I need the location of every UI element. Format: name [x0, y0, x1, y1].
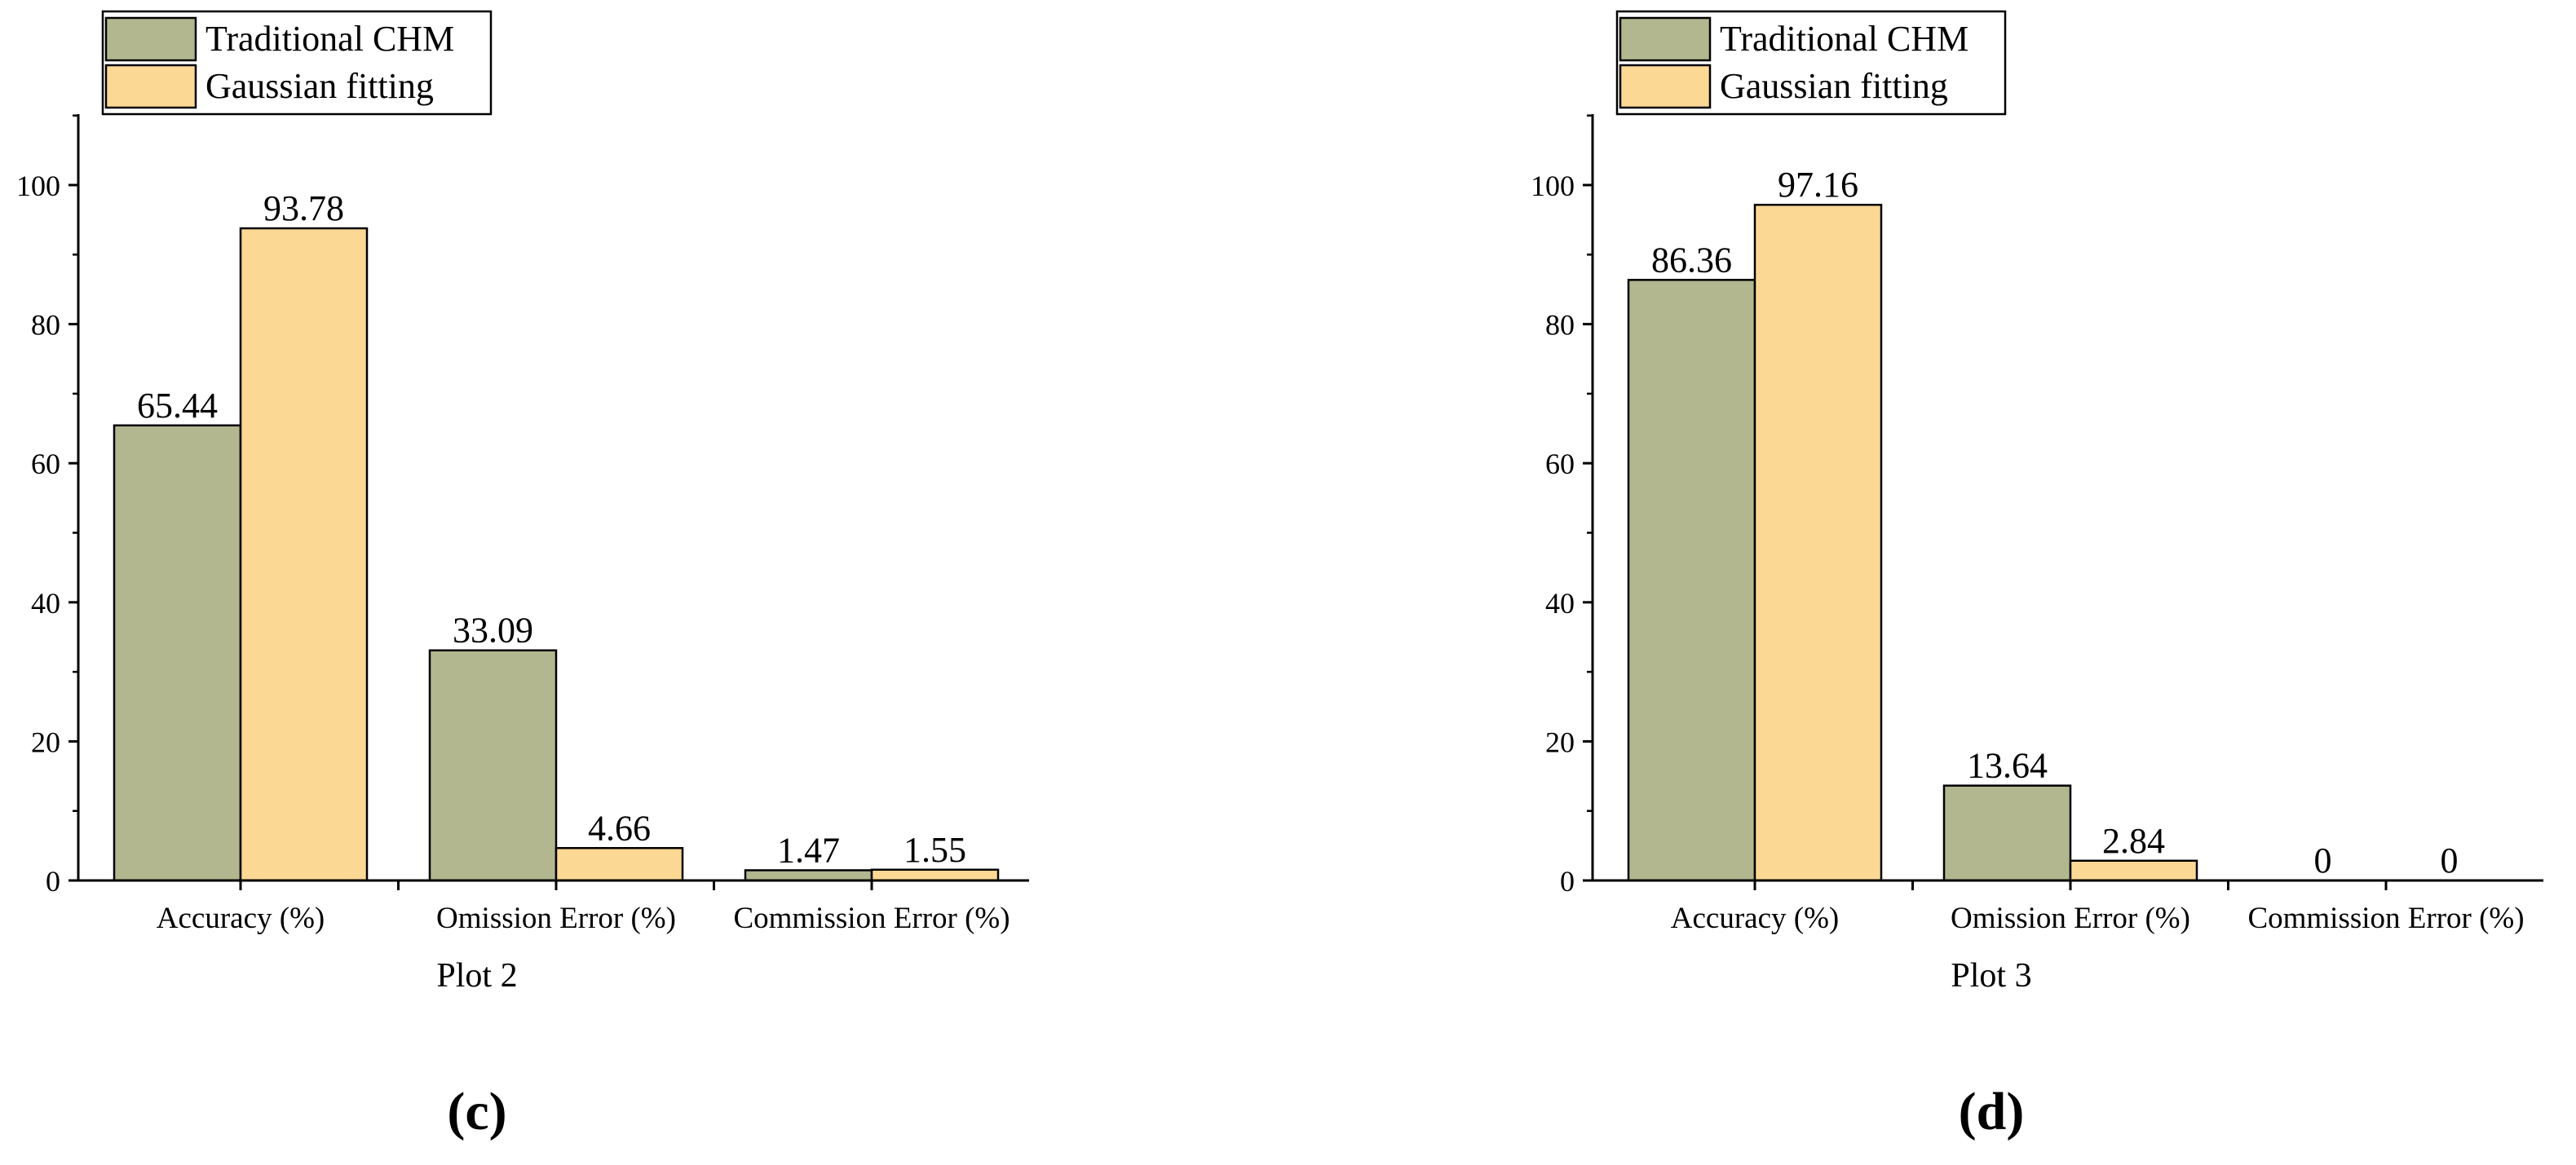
chart-panel-d: 86.36 97.16 13.64 2.84 0 0 0 20 40 60 80 100 Accurac… — [1531, 10, 2543, 1141]
legend: Traditional CHM Gaussian fitting — [1615, 10, 2007, 116]
bar-gaussian-fitting-1 — [2069, 859, 2198, 882]
data-label: 1.47 — [777, 830, 840, 870]
legend-label: Traditional CHM — [205, 19, 454, 59]
panel-label: (d) — [1959, 1082, 2025, 1141]
data-label: 1.55 — [904, 830, 966, 870]
y-tick-label: 100 — [1531, 170, 1575, 202]
x-tick-label: Omission Error (%) — [1951, 902, 2190, 935]
y-tick-label: 60 — [31, 448, 60, 480]
legend-swatch-traditional-chm — [1619, 16, 1712, 62]
legend-swatch-gaussian-fitting — [104, 64, 197, 109]
y-tick-label: 20 — [1545, 726, 1575, 758]
y-tick-label: 80 — [1545, 309, 1575, 342]
data-label: 93.78 — [263, 188, 344, 228]
data-label: 2.84 — [2102, 821, 2165, 861]
data-label: 13.64 — [1967, 746, 2048, 786]
x-axis-title: Plot 3 — [1951, 957, 2031, 995]
x-tick-label: Omission Error (%) — [436, 902, 676, 935]
bar-gaussian-fitting-0 — [239, 227, 369, 882]
bar-traditional-chm-0 — [1627, 279, 1756, 882]
legend: Traditional CHM Gaussian fitting — [101, 10, 493, 116]
x-tick-label: Accuracy (%) — [1671, 902, 1839, 935]
x-tick-label: Commission Error (%) — [733, 902, 1010, 935]
bar-gaussian-fitting-0 — [1753, 203, 1883, 882]
y-tick-label: 80 — [31, 309, 60, 342]
y-tick-label: 40 — [31, 587, 60, 620]
legend-label: Gaussian fitting — [205, 66, 434, 106]
y-tick-label: 0 — [46, 865, 60, 898]
x-tick-label: Accuracy (%) — [157, 902, 325, 935]
x-axis-title: Plot 2 — [436, 957, 517, 995]
y-tick-label: 0 — [1560, 865, 1575, 898]
bar-traditional-chm-2 — [744, 869, 873, 882]
data-label: 0 — [2441, 841, 2459, 880]
data-label: 97.16 — [1778, 165, 1858, 205]
data-label: 86.36 — [1651, 240, 1732, 280]
bar-traditional-chm-1 — [428, 649, 558, 882]
x-tick-label: Commission Error (%) — [2247, 902, 2524, 935]
data-label: 65.44 — [137, 386, 218, 426]
legend-label: Traditional CHM — [1720, 19, 1968, 59]
bar-gaussian-fitting-1 — [555, 847, 684, 882]
chart-panel-c: 65.44 93.78 33.09 4.66 1.47 1.55 0 20 40 60 80 100 A… — [16, 10, 1029, 1141]
panel-label: (c) — [447, 1082, 506, 1141]
y-tick-label: 40 — [1545, 587, 1575, 620]
y-tick-label: 100 — [16, 170, 60, 202]
bar-gaussian-fitting-2 — [870, 868, 1000, 882]
legend-swatch-gaussian-fitting — [1619, 64, 1712, 109]
legend-swatch-traditional-chm — [104, 16, 197, 62]
data-label: 0 — [2314, 841, 2332, 880]
data-label: 4.66 — [588, 808, 651, 848]
bar-traditional-chm-0 — [113, 424, 242, 882]
y-tick-label: 20 — [31, 726, 60, 758]
y-tick-label: 60 — [1545, 448, 1575, 480]
data-label: 33.09 — [453, 611, 533, 651]
bar-traditional-chm-1 — [1942, 784, 2072, 882]
legend-label: Gaussian fitting — [1720, 66, 1948, 106]
